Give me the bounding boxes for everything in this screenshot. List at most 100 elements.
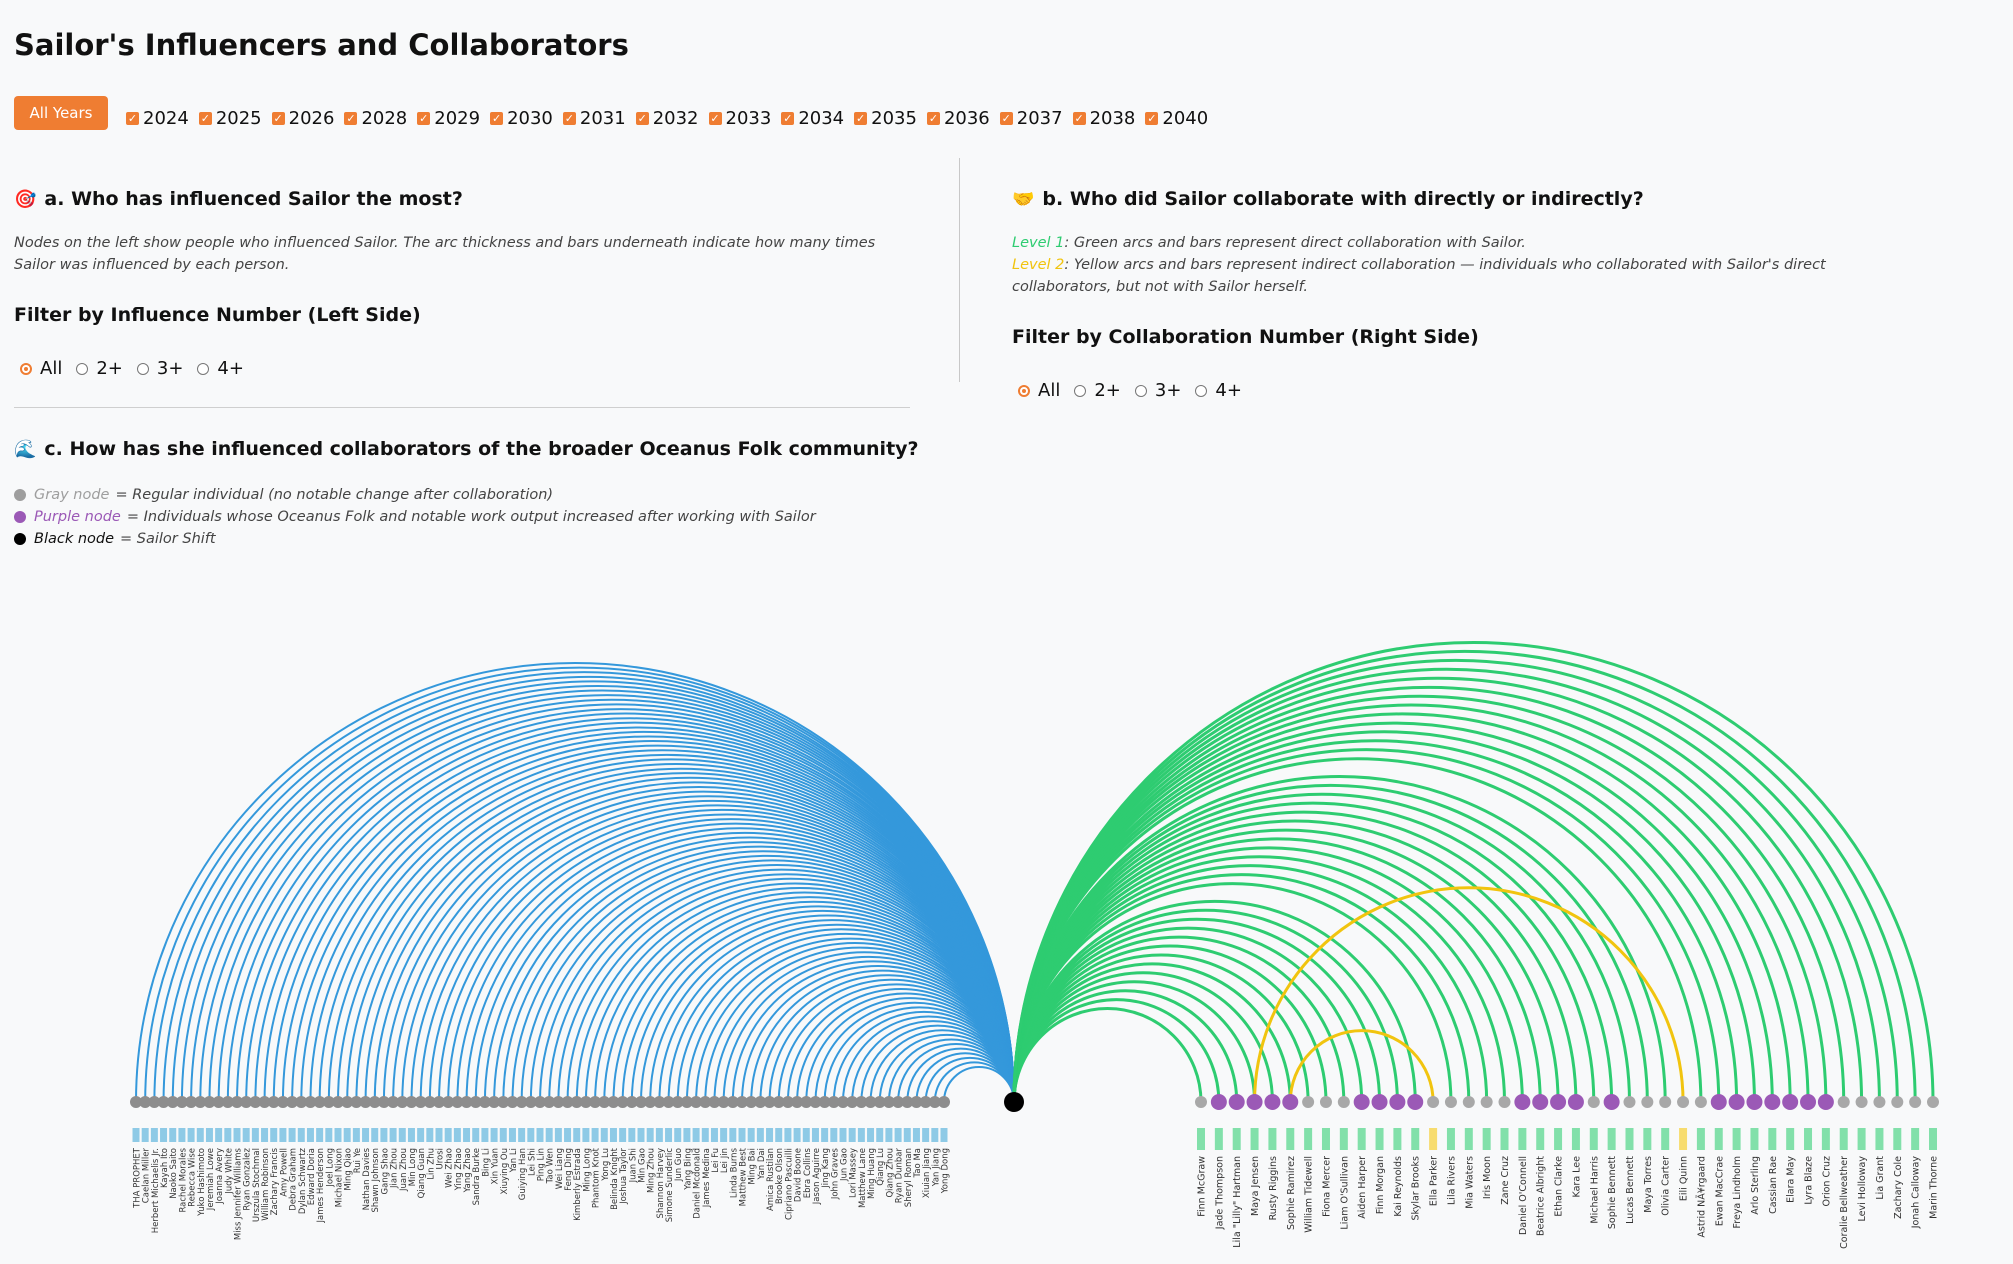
year-checkbox-2035[interactable]: ✓ 2035 [854,108,917,129]
influencer-node[interactable] [846,1096,859,1108]
collaborator-node[interactable] [1337,1096,1350,1108]
collaborator-node[interactable] [1782,1094,1799,1110]
collaborator-node[interactable] [1764,1094,1781,1110]
influencer-node[interactable] [662,1096,675,1108]
indirect-collab-arc[interactable] [1253,886,1685,1103]
radio-circle-icon[interactable] [1134,384,1147,397]
collaborator-node[interactable] [1873,1096,1886,1108]
influencer-node[interactable] [726,1096,739,1108]
indirect-collab-arc[interactable] [1288,1029,1435,1103]
influencer-node[interactable] [368,1096,381,1108]
checkbox-checked-icon[interactable]: ✓ [490,112,504,125]
checkbox-checked-icon[interactable]: ✓ [126,112,139,125]
influencer-node[interactable] [313,1096,326,1108]
all-years-button[interactable]: All Years [14,96,108,130]
influencer-node[interactable] [231,1096,243,1108]
influencer-node[interactable] [772,1096,785,1108]
influencer-node[interactable] [809,1096,822,1108]
checkbox-checked-icon[interactable]: ✓ [417,112,431,125]
year-checkbox-2026[interactable]: ✓ 2026 [271,108,334,129]
collaborator-node[interactable] [1353,1094,1370,1110]
collaborator-node[interactable] [1246,1094,1263,1110]
influencer-node[interactable] [341,1096,354,1108]
influencer-node[interactable] [763,1096,776,1108]
influencer-node[interactable] [506,1096,519,1108]
influencer-node[interactable] [873,1096,886,1108]
collaborator-node[interactable] [1603,1094,1620,1110]
influencer-node[interactable] [194,1096,207,1108]
collaborator-node[interactable] [1623,1096,1636,1108]
direct-collab-arc[interactable] [1012,739,1739,1103]
influencer-node[interactable] [157,1096,170,1108]
influencer-node[interactable] [919,1096,932,1108]
influencer-node[interactable] [781,1096,794,1108]
checkbox-checked-icon[interactable]: ✓ [271,112,285,125]
influencer-node[interactable] [267,1096,280,1108]
influencer-node[interactable] [800,1096,813,1108]
checkbox-checked-icon[interactable]: ✓ [562,112,576,125]
influencer-node[interactable] [855,1096,868,1108]
influencer-node[interactable] [488,1096,501,1108]
influencer-node[interactable] [690,1096,703,1108]
direct-collab-arc[interactable] [1012,774,1667,1103]
collaborator-node[interactable] [1319,1096,1332,1108]
year-checkbox-2038[interactable]: ✓ 2038 [1072,108,1135,129]
year-checkbox-2029[interactable]: ✓ 2029 [417,108,480,129]
influencer-node[interactable] [377,1096,390,1108]
radio-circle-icon[interactable] [1074,384,1087,397]
collaborator-node[interactable] [1427,1096,1440,1108]
influencer-node[interactable] [414,1096,427,1108]
influencer-node[interactable] [469,1096,482,1108]
direct-collab-arc[interactable] [1012,900,1417,1103]
influencer-node[interactable] [708,1096,721,1108]
influence-radio-4-plus[interactable]: 4+ [197,358,244,379]
influencer-node[interactable] [276,1096,289,1108]
direct-collab-arc[interactable] [1012,829,1560,1103]
influencer-node[interactable] [671,1096,684,1108]
collaborator-node[interactable] [1514,1094,1531,1110]
collaborator-node[interactable] [1532,1094,1549,1110]
collaborator-node[interactable] [1302,1096,1315,1108]
influencer-node[interactable] [240,1096,253,1108]
influencer-node[interactable] [892,1096,905,1108]
influencer-node[interactable] [478,1096,491,1108]
influencer-node[interactable] [203,1096,216,1108]
influence-arc[interactable] [943,1066,1015,1103]
direct-collab-arc[interactable] [1012,686,1846,1103]
influencer-node[interactable] [185,1096,198,1108]
checkbox-checked-icon[interactable]: ✓ [926,112,940,125]
checkbox-checked-icon[interactable]: ✓ [1072,112,1086,125]
checkbox-checked-icon[interactable]: ✓ [198,112,212,125]
year-checkbox-2034[interactable]: ✓ 2034 [781,108,844,129]
collaborator-node[interactable] [1228,1094,1245,1110]
year-checkbox-2028[interactable]: ✓ 2028 [344,108,407,129]
influencer-node[interactable] [625,1096,638,1108]
collaborator-node[interactable] [1927,1096,1939,1108]
radio-circle-icon[interactable] [1018,384,1030,397]
collaborator-node[interactable] [1909,1096,1922,1108]
collaborator-node[interactable] [1855,1096,1868,1108]
year-checkbox-2037[interactable]: ✓ 2037 [999,108,1063,129]
collab-radio-4-plus[interactable]: 4+ [1195,380,1242,401]
influencer-node[interactable] [524,1096,537,1108]
influencer-node[interactable] [717,1096,730,1108]
influencer-node[interactable] [837,1096,849,1108]
influencer-node[interactable] [359,1096,372,1108]
year-checkbox-2036[interactable]: ✓ 2036 [926,108,990,129]
influencer-node[interactable] [864,1096,877,1108]
influence-radio-2-plus[interactable]: 2+ [76,358,123,379]
collaborator-node[interactable] [1837,1096,1850,1108]
influencer-node[interactable] [387,1096,400,1108]
influencer-node[interactable] [736,1096,748,1108]
collaborator-node[interactable] [1550,1094,1567,1110]
checkbox-checked-icon[interactable]: ✓ [999,112,1013,125]
collaborator-node[interactable] [1659,1096,1672,1108]
influencer-node[interactable] [635,1096,647,1108]
radio-circle-icon[interactable] [20,362,32,375]
radio-circle-icon[interactable] [136,362,149,375]
influencer-node[interactable] [460,1096,473,1108]
radio-circle-icon[interactable] [76,362,89,375]
collaborator-node[interactable] [1817,1094,1834,1110]
influencer-node[interactable] [827,1096,840,1108]
influencer-node[interactable] [166,1096,179,1108]
